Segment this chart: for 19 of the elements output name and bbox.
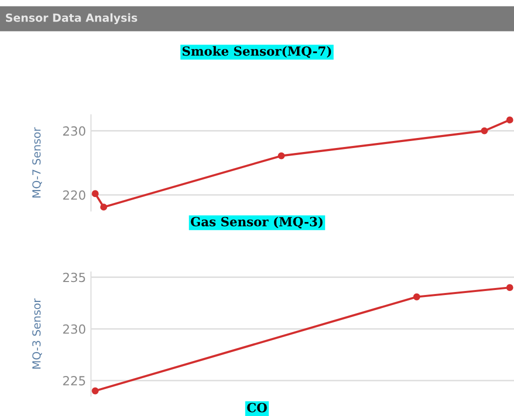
point	[506, 116, 514, 124]
point	[506, 284, 514, 292]
y-axis-title: MQ-7 Sensor	[32, 127, 42, 198]
y-tick-label: 225	[63, 376, 86, 386]
point	[100, 204, 108, 211]
chart-title: Smoke Sensor(MQ-7)	[182, 46, 332, 58]
y-tick-label: 220	[63, 190, 86, 200]
y-tick-label: 235	[63, 272, 86, 282]
point	[92, 387, 99, 394]
y-tick-label: 230	[63, 126, 86, 136]
text: Sensor Data Analysis	[6, 13, 138, 24]
point	[413, 293, 420, 300]
point	[92, 190, 99, 198]
point	[480, 127, 488, 134]
y-axis-title: MQ-3 Sensor	[32, 298, 42, 369]
point	[278, 152, 285, 160]
text: CO	[247, 402, 267, 412]
y-tick-label: 230	[63, 324, 86, 334]
chart-title: Gas Sensor (MQ-3)	[190, 216, 323, 228]
